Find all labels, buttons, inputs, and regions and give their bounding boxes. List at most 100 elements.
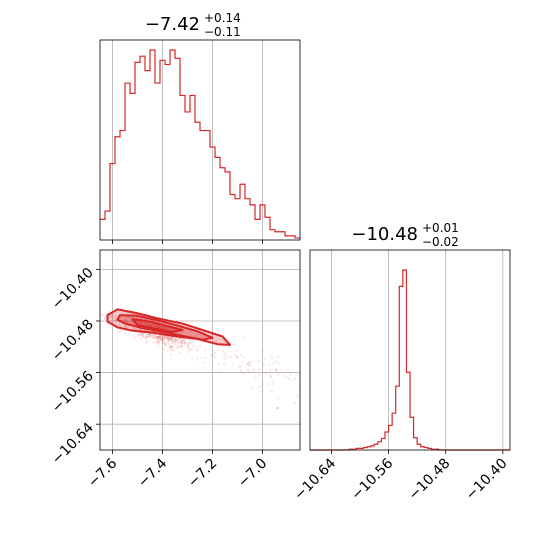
joint-sample-point (141, 333, 144, 336)
joint-sample-point (251, 386, 254, 389)
joint-sample-point (138, 332, 141, 335)
joint-sample-point (158, 335, 161, 338)
joint-x-ticks: −7.6 −7.4 −7.2 −7.0 (85, 450, 270, 491)
joint-sample-point (174, 340, 177, 343)
joint-sample-point (142, 332, 145, 335)
joint-sample-point (170, 338, 173, 341)
joint-sample-point (135, 327, 138, 330)
joint-sample-point (132, 335, 135, 338)
joint-sample-point (160, 336, 163, 339)
joint-sample-point (129, 312, 132, 316)
joint-sample-point (171, 340, 174, 344)
joint-sample-point (242, 355, 245, 358)
joint-sample-point (180, 345, 183, 349)
joint-sample-point (169, 338, 172, 341)
joint-sample-point (107, 309, 111, 312)
joint-sample-point (217, 362, 220, 366)
joint-sample-point (157, 337, 160, 340)
joint-x-tick-label: −7.6 (85, 455, 120, 490)
joint-sample-point (166, 335, 169, 338)
joint-sample-point (170, 348, 173, 351)
joint-sample-point (203, 356, 207, 360)
joint-sample-point (125, 320, 128, 323)
joint-sample-point (171, 345, 174, 348)
joint-sample-point (152, 323, 155, 326)
joint-sample-point (174, 342, 177, 345)
joint-sample-point (156, 341, 159, 344)
joint-sample-point (210, 354, 213, 357)
joint-sample-point (168, 343, 171, 346)
joint-sample-point (155, 338, 159, 341)
joint-sample-point (142, 335, 145, 338)
joint-sample-point (174, 340, 177, 343)
joint-sample-point (126, 312, 129, 315)
joint-sample-point (189, 348, 193, 351)
joint-sample-point (157, 339, 161, 342)
joint-sample-point (139, 321, 142, 324)
joint-sample-point (155, 324, 158, 327)
joint-sample-point (177, 342, 180, 345)
joint-sample-point (148, 333, 151, 336)
joint-sample-point (156, 335, 159, 338)
joint-sample-point (166, 342, 170, 345)
joint-sample-point (276, 406, 279, 410)
joint-sample-point (131, 321, 134, 324)
joint-sample-point (171, 339, 175, 342)
joint-sample-point (162, 341, 165, 345)
joint-sample-point (181, 338, 184, 341)
marginal-x-title-plus: +0.14 (204, 11, 241, 25)
joint-sample-point (158, 337, 162, 340)
joint-sample-point (109, 316, 113, 319)
joint-x-tick-label: −7.0 (235, 456, 270, 491)
joint-sample-point (153, 335, 156, 339)
joint-sample-point (177, 346, 180, 349)
joint-sample-point (246, 368, 249, 371)
joint-sample-point (196, 348, 199, 351)
joint-sample-point (148, 333, 151, 336)
joint-sample-point (124, 320, 127, 323)
joint-sample-point (144, 322, 147, 325)
joint-sample-point (165, 337, 168, 340)
marginal-y-grid (331, 250, 504, 450)
marginal-y-histogram-line (310, 269, 510, 451)
joint-sample-point (150, 324, 153, 327)
joint-sample-point (151, 336, 155, 339)
joint-sample-point (154, 325, 157, 328)
joint-sample-point (166, 339, 169, 342)
joint-sample-point (221, 350, 225, 353)
joint-sample-point (137, 327, 141, 331)
joint-sample-point (200, 356, 203, 359)
joint-sample-point (181, 339, 184, 343)
joint-sample-point (150, 334, 153, 338)
joint-sample-point (111, 315, 115, 318)
joint-sample-point (171, 339, 174, 342)
joint-sample-point (235, 355, 238, 358)
joint-sample-point (169, 337, 172, 340)
joint-y-ticks: −10.40−10.48−10.56−10.64 (49, 265, 100, 468)
joint-sample-point (175, 339, 178, 342)
joint-sample-point (162, 341, 166, 344)
joint-sample-point (155, 336, 158, 339)
marginal-x-grid (112, 40, 263, 240)
joint-sample-point (179, 341, 183, 345)
joint-sample-point (226, 356, 229, 359)
joint-sample-point (141, 321, 145, 325)
joint-sample-point (140, 334, 143, 337)
joint-sample-point (145, 322, 149, 326)
joint-sample-point (246, 363, 249, 366)
marginal-x-title-minus: −0.11 (204, 25, 241, 39)
joint-sample-point (175, 337, 178, 340)
joint-sample-point (156, 337, 159, 340)
joint-sample-point (286, 376, 289, 379)
joint-sample-point (165, 337, 169, 340)
joint-sample-point (124, 325, 127, 328)
joint-sample-point (147, 335, 150, 338)
joint-sample-point (159, 336, 163, 339)
joint-sample-point (267, 382, 270, 386)
joint-sample-point (292, 378, 295, 381)
joint-sample-point (162, 335, 166, 338)
joint-sample-point (125, 319, 128, 322)
joint-sample-point (124, 316, 127, 319)
joint-sample-point (275, 369, 278, 372)
joint-sample-point (157, 325, 160, 328)
